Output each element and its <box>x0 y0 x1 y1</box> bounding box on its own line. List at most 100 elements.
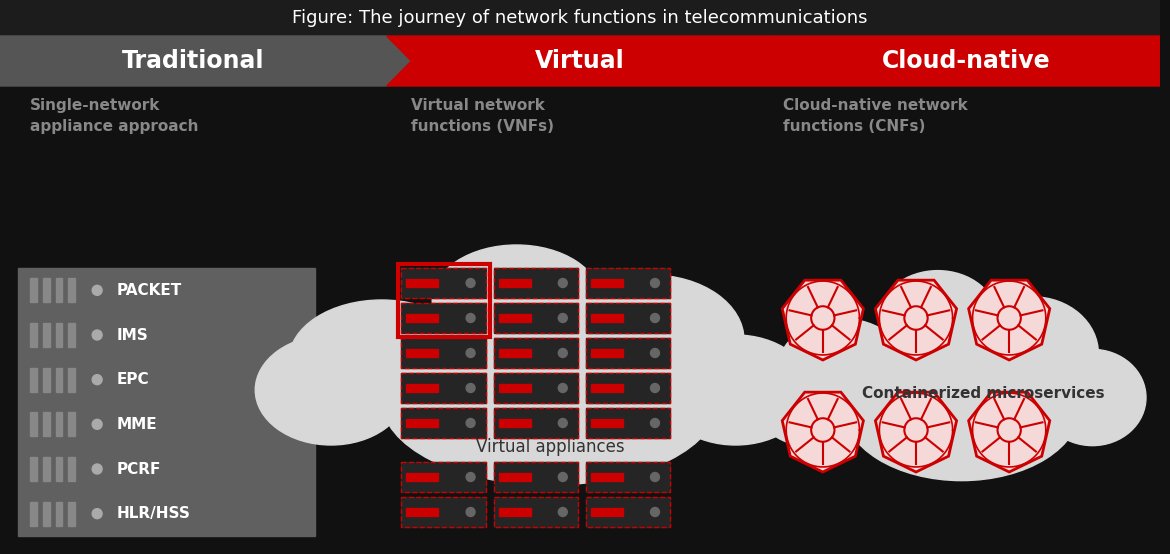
Circle shape <box>998 306 1021 330</box>
Ellipse shape <box>753 350 860 445</box>
Text: Single-network
appliance approach: Single-network appliance approach <box>29 98 198 134</box>
Circle shape <box>651 279 660 288</box>
Polygon shape <box>875 392 957 472</box>
Circle shape <box>651 507 660 516</box>
Bar <box>42 502 49 526</box>
Circle shape <box>651 348 660 357</box>
Bar <box>42 368 49 392</box>
Bar <box>494 303 578 333</box>
Bar <box>494 408 578 438</box>
Text: Cloud-native: Cloud-native <box>882 49 1051 73</box>
Circle shape <box>92 419 102 429</box>
Text: Virtual: Virtual <box>535 49 625 73</box>
Polygon shape <box>875 280 957 360</box>
Ellipse shape <box>879 270 997 367</box>
Polygon shape <box>773 36 1159 86</box>
Bar <box>591 419 622 427</box>
Ellipse shape <box>968 297 1099 411</box>
Bar <box>55 457 62 481</box>
Circle shape <box>466 473 475 481</box>
Bar <box>498 384 531 392</box>
Circle shape <box>466 279 475 288</box>
Circle shape <box>92 375 102 384</box>
Circle shape <box>651 383 660 392</box>
Bar <box>29 323 36 347</box>
Bar <box>586 497 670 527</box>
Bar <box>401 497 486 527</box>
Bar <box>586 268 670 298</box>
Circle shape <box>558 383 567 392</box>
Bar <box>29 368 36 392</box>
Text: Cloud-native network
functions (CNFs): Cloud-native network functions (CNFs) <box>783 98 968 134</box>
Bar <box>498 349 531 357</box>
Circle shape <box>811 418 834 442</box>
Bar <box>498 279 531 287</box>
Circle shape <box>92 509 102 519</box>
Bar <box>586 497 670 527</box>
Ellipse shape <box>558 275 744 405</box>
Polygon shape <box>386 36 798 86</box>
Bar <box>406 314 439 322</box>
Circle shape <box>466 507 475 516</box>
Circle shape <box>466 418 475 428</box>
Bar <box>55 502 62 526</box>
Bar <box>401 462 486 492</box>
Circle shape <box>558 279 567 288</box>
Bar <box>42 457 49 481</box>
Bar <box>494 268 578 298</box>
Bar <box>68 502 75 526</box>
Ellipse shape <box>660 335 812 445</box>
Polygon shape <box>969 280 1049 360</box>
Text: Containerized microservices: Containerized microservices <box>862 386 1106 401</box>
Ellipse shape <box>289 300 474 420</box>
Ellipse shape <box>777 319 908 424</box>
Bar <box>586 268 670 298</box>
Bar <box>498 314 531 322</box>
Text: Virtual appliances: Virtual appliances <box>476 438 625 456</box>
Bar <box>406 384 439 392</box>
Bar <box>55 278 62 302</box>
Bar <box>401 303 486 333</box>
Bar <box>586 338 670 368</box>
Bar <box>401 268 486 298</box>
Bar <box>401 303 486 333</box>
Circle shape <box>92 285 102 295</box>
Bar <box>401 462 486 492</box>
Circle shape <box>651 314 660 322</box>
Circle shape <box>811 306 834 330</box>
Text: Figure: The journey of network functions in telecommunications: Figure: The journey of network functions… <box>292 9 868 27</box>
Bar <box>401 497 486 527</box>
Circle shape <box>92 464 102 474</box>
Polygon shape <box>969 392 1049 472</box>
Circle shape <box>92 330 102 340</box>
Bar <box>0 0 1159 36</box>
Bar <box>591 349 622 357</box>
Circle shape <box>466 383 475 392</box>
Bar <box>586 303 670 333</box>
Bar <box>68 457 75 481</box>
Circle shape <box>558 473 567 481</box>
Circle shape <box>558 507 567 516</box>
Bar <box>55 368 62 392</box>
Bar <box>494 338 578 368</box>
Bar <box>586 373 670 403</box>
Bar <box>498 419 531 427</box>
Bar <box>42 323 49 347</box>
Text: HLR/HSS: HLR/HSS <box>117 506 191 521</box>
Bar <box>406 349 439 357</box>
Bar <box>68 412 75 437</box>
Bar <box>591 473 622 481</box>
Bar <box>494 373 578 403</box>
Text: Virtual network
functions (VNFs): Virtual network functions (VNFs) <box>412 98 555 134</box>
Bar <box>494 462 578 492</box>
Text: MME: MME <box>117 417 158 432</box>
Bar <box>494 338 578 368</box>
Bar <box>55 412 62 437</box>
Bar <box>29 278 36 302</box>
Polygon shape <box>783 392 863 472</box>
Bar <box>586 373 670 403</box>
Bar <box>401 338 486 368</box>
Bar <box>586 303 670 333</box>
Bar <box>586 338 670 368</box>
Circle shape <box>466 348 475 357</box>
